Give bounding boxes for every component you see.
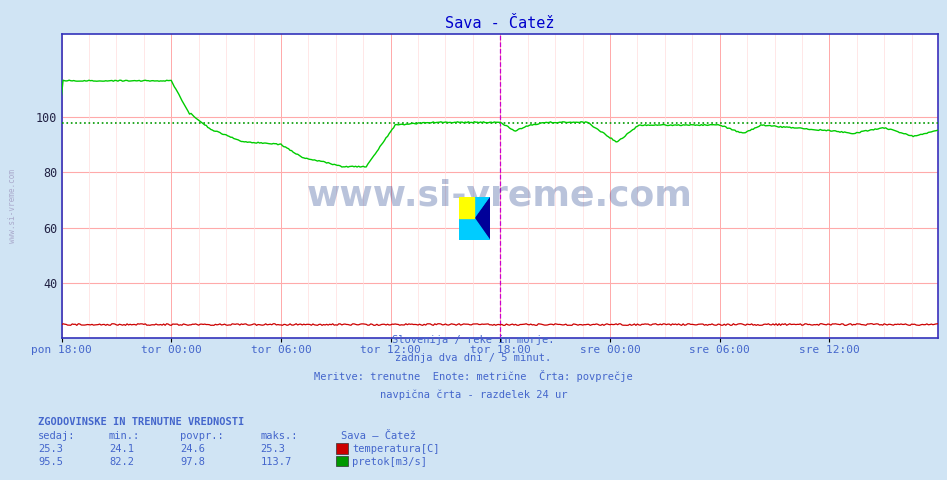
Polygon shape — [459, 197, 490, 240]
Text: min.:: min.: — [109, 431, 140, 441]
Text: Sava – Čatež: Sava – Čatež — [341, 431, 416, 441]
Polygon shape — [459, 197, 474, 218]
Text: maks.:: maks.: — [260, 431, 298, 441]
Polygon shape — [474, 197, 490, 240]
Text: www.si-vreme.com: www.si-vreme.com — [8, 169, 17, 243]
Text: 25.3: 25.3 — [260, 444, 285, 454]
Text: temperatura[C]: temperatura[C] — [352, 444, 439, 454]
Polygon shape — [459, 218, 490, 240]
Text: 95.5: 95.5 — [38, 456, 63, 467]
Text: 24.6: 24.6 — [180, 444, 205, 454]
Text: povpr.:: povpr.: — [180, 431, 223, 441]
Text: Slovenija / reke in morje.: Slovenija / reke in morje. — [392, 335, 555, 345]
Text: 97.8: 97.8 — [180, 456, 205, 467]
Text: 82.2: 82.2 — [109, 456, 134, 467]
Text: sedaj:: sedaj: — [38, 431, 76, 441]
Text: Meritve: trenutne  Enote: metrične  Črta: povprečje: Meritve: trenutne Enote: metrične Črta: … — [314, 370, 633, 382]
Polygon shape — [459, 197, 474, 218]
Text: pretok[m3/s]: pretok[m3/s] — [352, 456, 427, 467]
Text: 25.3: 25.3 — [38, 444, 63, 454]
Title: Sava - Čatež: Sava - Čatež — [445, 16, 554, 31]
Polygon shape — [459, 197, 490, 240]
Text: www.si-vreme.com: www.si-vreme.com — [307, 178, 692, 212]
Text: 113.7: 113.7 — [260, 456, 292, 467]
Polygon shape — [459, 218, 490, 240]
Text: zadnja dva dni / 5 minut.: zadnja dva dni / 5 minut. — [396, 353, 551, 363]
Polygon shape — [459, 197, 490, 240]
Text: 24.1: 24.1 — [109, 444, 134, 454]
Text: ZGODOVINSKE IN TRENUTNE VREDNOSTI: ZGODOVINSKE IN TRENUTNE VREDNOSTI — [38, 417, 244, 427]
Text: navpična črta - razdelek 24 ur: navpična črta - razdelek 24 ur — [380, 389, 567, 400]
